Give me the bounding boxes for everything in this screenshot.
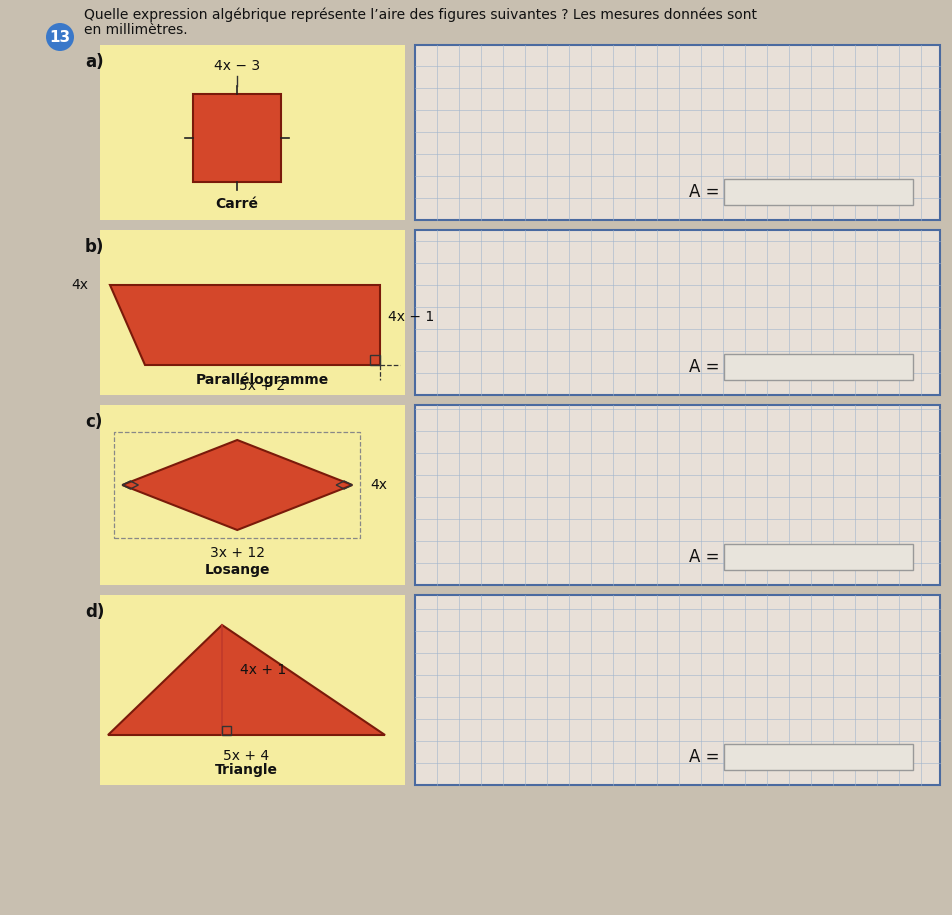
Text: 4x: 4x [71,278,88,292]
Text: 3x + 12: 3x + 12 [209,546,265,560]
Text: A =: A = [689,548,720,566]
Bar [415,405,940,585]
Bar [415,45,940,220]
Text: A =: A = [689,358,720,376]
Bar [724,354,913,380]
Bar [415,595,940,785]
Text: A =: A = [689,183,720,201]
Bar [724,179,913,205]
Text: a): a) [85,53,104,71]
Text: Carré: Carré [216,197,259,210]
Polygon shape [108,625,385,735]
Text: 4x − 1: 4x − 1 [388,310,434,324]
Bar [100,230,405,395]
Text: b): b) [85,238,105,256]
Text: A =: A = [689,748,720,766]
Text: 4x + 1: 4x + 1 [240,663,287,677]
Text: d): d) [85,603,105,621]
Bar [100,405,405,585]
Circle shape [46,23,74,51]
Text: Losange: Losange [205,563,270,577]
Bar [100,45,405,220]
Text: 13: 13 [50,29,70,45]
Text: c): c) [85,413,103,431]
Text: 4x − 3: 4x − 3 [214,59,260,73]
Bar [724,744,913,770]
Text: Quelle expression algébrique représente l’aire des figures suivantes ? Les mesur: Quelle expression algébrique représente … [84,7,757,22]
Text: 4x: 4x [370,478,387,492]
Bar [415,230,940,395]
Polygon shape [193,93,281,181]
Polygon shape [110,285,380,365]
Bar [100,595,405,785]
Text: Parallélogramme: Parallélogramme [196,372,329,387]
Text: 5x + 4: 5x + 4 [224,749,269,763]
Text: 5x + 2: 5x + 2 [240,379,286,393]
Text: Triangle: Triangle [215,763,278,777]
Text: en millimètres.: en millimètres. [84,23,188,37]
Bar [724,544,913,570]
Polygon shape [122,440,352,530]
